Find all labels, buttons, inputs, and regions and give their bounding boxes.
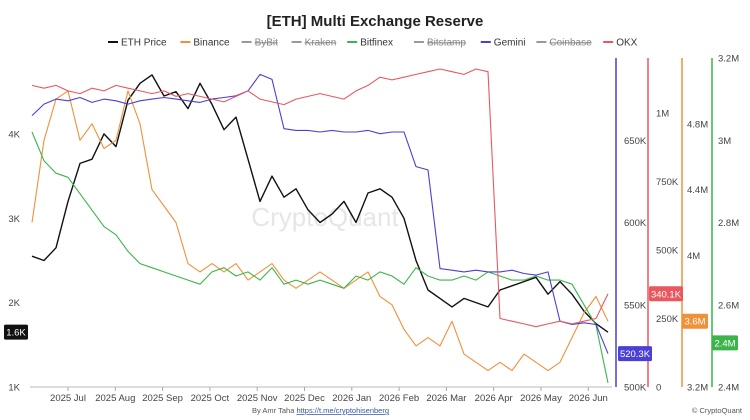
- gemini-tick-label: 600K: [624, 218, 647, 229]
- credit-copyright: © CryptoQuant: [692, 406, 743, 415]
- credit-author-link[interactable]: https://t.me/cryptohisenberg: [296, 406, 389, 415]
- series-line-okx: [31, 68, 609, 328]
- price-current-badge: 1.6K: [4, 324, 28, 340]
- gemini-axis: 500K 550K 600K 650K: [615, 58, 647, 394]
- binance-badge-bg: [682, 313, 708, 329]
- legend-item-bybit[interactable]: ByBit: [241, 38, 279, 49]
- x-tick-label: 2025 Oct: [191, 393, 230, 404]
- binance-badge-label: 3.6M: [684, 317, 705, 328]
- x-tick-label: 2026 Jun: [569, 393, 608, 404]
- okx-current-badge: 340.1K: [649, 286, 683, 302]
- bitfinex-tick-label: 2.4M: [718, 383, 739, 394]
- legend-label: Bitstamp: [427, 38, 466, 49]
- x-tick-label: 2025 Dec: [284, 393, 325, 404]
- bitfinex-current-badge: 2.4M: [712, 335, 738, 351]
- bitfinex-tick-label: 2.6M: [718, 300, 739, 311]
- legend-item-binance[interactable]: Binance: [180, 38, 230, 49]
- x-axis: 2025 Jul 2025 Aug 2025 Sep 2025 Oct 2025 Nov…: [50, 387, 608, 404]
- price-tick-label: 4K: [8, 129, 20, 140]
- bitfinex-tick-label: 3M: [718, 136, 731, 147]
- legend-label: ETH Price: [121, 38, 167, 49]
- legend-item-kraken[interactable]: Kraken: [291, 38, 337, 49]
- price-badge-label: 1.6K: [6, 328, 26, 339]
- price-axis: 1K 2K 3K 4K: [8, 129, 20, 393]
- okx-badge-bg: [649, 286, 683, 302]
- legend-label: Gemini: [494, 38, 526, 49]
- legend-item-bitstamp[interactable]: Bitstamp: [414, 38, 466, 49]
- watermark: CryptoQuant: [251, 202, 399, 232]
- bitfinex-axis: 2.4M 2.6M 2.8M 3M 3.2M: [711, 54, 739, 394]
- legend-label: Binance: [193, 38, 230, 49]
- okx-tick-label: 750K: [656, 177, 679, 188]
- x-tick-label: 2025 Aug: [95, 393, 135, 404]
- binance-axis: 3.2M 3.6M 4M 4.4M 4.8M: [681, 58, 708, 394]
- x-tick-label: 2026 Jan: [332, 393, 371, 404]
- x-tick-label: 2025 Sep: [142, 393, 183, 404]
- price-badge-bg: [4, 324, 28, 340]
- x-tick-label: 2026 Apr: [475, 393, 513, 404]
- gemini-badge-label: 520.3K: [620, 349, 651, 360]
- gemini-tick-label: 650K: [624, 136, 647, 147]
- gemini-tick-label: 500K: [624, 383, 647, 394]
- legend-label: Bitfinex: [360, 38, 393, 49]
- bitfinex-badge-bg: [712, 335, 738, 351]
- gemini-badge-bg: [618, 346, 652, 362]
- series-lines: [31, 68, 609, 384]
- okx-tick-label: 0: [656, 383, 661, 394]
- chart-title: [ETH] Multi Exchange Reserve: [267, 13, 484, 30]
- x-tick-label: 2026 Mar: [426, 393, 466, 404]
- gemini-current-badge: 520.3K: [618, 346, 652, 362]
- binance-tick-label: 3.2M: [687, 383, 708, 394]
- price-tick-label: 1K: [8, 383, 20, 394]
- okx-tick-label: 1M: [656, 108, 669, 119]
- x-tick-label: 2026 Feb: [379, 393, 419, 404]
- okx-tick-label: 250K: [656, 314, 679, 325]
- legend-item-bitfinex[interactable]: Bitfinex: [347, 38, 393, 49]
- okx-badge-label: 340.1K: [651, 289, 682, 300]
- series-line-binance: [31, 90, 609, 372]
- current-value-badges: 1.6K 520.3K 340.1K 3.6M 2.4M: [4, 286, 738, 362]
- legend-item-eth-price[interactable]: ETH Price: [108, 38, 167, 49]
- price-tick-label: 2K: [8, 298, 20, 309]
- x-tick-label: 2025 Jul: [50, 393, 86, 404]
- legend: ETH Price Binance ByBit Kraken Bitfinex Bitst…: [108, 38, 638, 49]
- legend-item-okx[interactable]: OKX: [603, 38, 638, 49]
- series-line-bitfinex: [31, 131, 609, 384]
- series-line-gemini: [31, 73, 609, 354]
- binance-tick-label: 4.8M: [687, 119, 708, 130]
- price-tick-label: 3K: [8, 214, 20, 225]
- bitfinex-tick-label: 3.2M: [718, 54, 739, 65]
- credit-author: By Amr Taha https://t.me/cryptohisenberg: [252, 406, 389, 415]
- x-tick-label: 2026 May: [520, 393, 562, 404]
- okx-tick-label: 500K: [656, 245, 679, 256]
- right-axes: 500K 550K 600K 650K 0 250K 500K 750K 1M 3.2M 3.6M 4…: [615, 54, 739, 394]
- binance-current-badge: 3.6M: [682, 313, 708, 329]
- binance-tick-label: 4.4M: [687, 185, 708, 196]
- credit-author-prefix: By Amr Taha: [252, 406, 296, 415]
- legend-label: OKX: [616, 38, 637, 49]
- legend-label: Coinbase: [549, 38, 592, 49]
- legend-label: Kraken: [305, 38, 337, 49]
- bitfinex-tick-label: 2.8M: [718, 218, 739, 229]
- legend-label: ByBit: [255, 38, 279, 49]
- gemini-tick-label: 550K: [624, 300, 647, 311]
- legend-item-coinbase[interactable]: Coinbase: [536, 38, 592, 49]
- binance-tick-label: 4M: [687, 251, 700, 262]
- x-tick-label: 2025 Nov: [237, 393, 278, 404]
- legend-item-gemini[interactable]: Gemini: [480, 38, 526, 49]
- okx-axis: 0 250K 500K 750K 1M: [647, 58, 679, 394]
- bitfinex-badge-label: 2.4M: [714, 338, 735, 349]
- series-line-eth-price: [31, 74, 609, 333]
